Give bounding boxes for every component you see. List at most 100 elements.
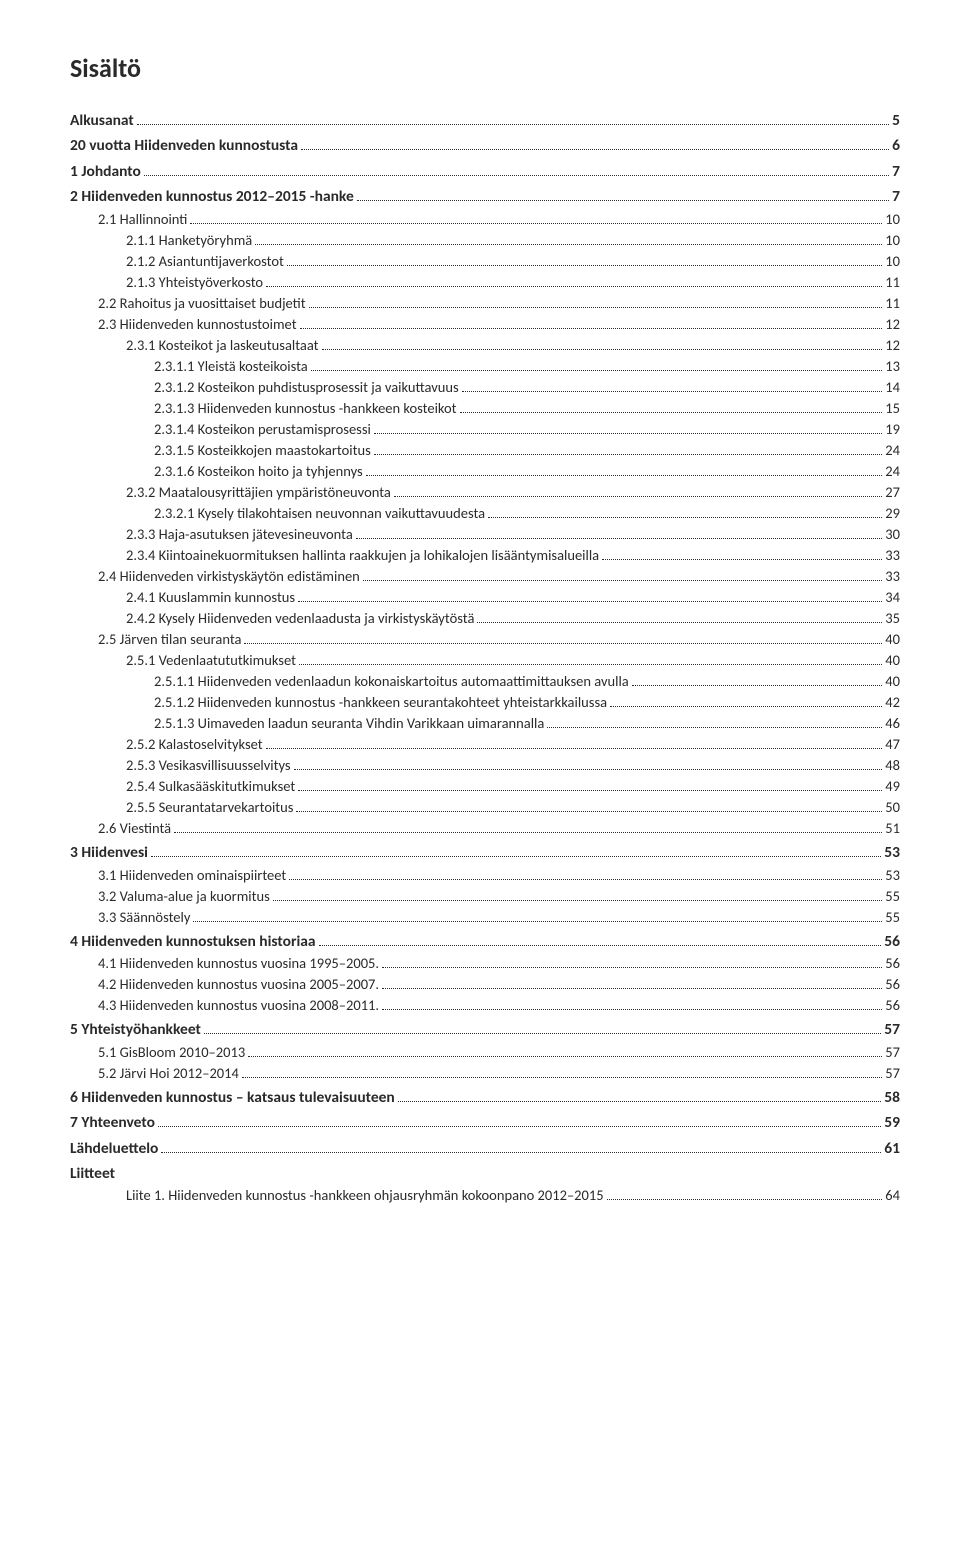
toc-entry-page: 5 <box>892 110 900 132</box>
toc-entry-page: 50 <box>885 797 900 818</box>
toc-entry-label: 5 Yhteistyöhankkeet <box>70 1019 201 1041</box>
toc-entry-page: 57 <box>885 1063 900 1084</box>
toc-leader-dots <box>289 879 882 880</box>
toc-leader-dots <box>137 124 889 125</box>
toc-leader-dots <box>158 1126 881 1127</box>
toc-entry-label: 2.4.2 Kysely Hiidenveden vedenlaadusta j… <box>126 608 474 629</box>
toc-entry: 5.1 GisBloom 2010–201357 <box>70 1042 900 1063</box>
toc-entry-label: 4.1 Hiidenveden kunnostus vuosina 1995–2… <box>98 953 379 974</box>
toc-entry-label: 4.3 Hiidenveden kunnostus vuosina 2008–2… <box>98 995 379 1016</box>
toc-entry-page: 42 <box>885 692 900 713</box>
toc-leader-dots <box>374 454 883 455</box>
toc-entry-page: 35 <box>885 608 900 629</box>
toc-entry-page: 55 <box>885 886 900 907</box>
toc-entry-label: 3.2 Valuma-alue ja kuormitus <box>98 886 270 907</box>
toc-entry: 3.2 Valuma-alue ja kuormitus 55 <box>70 886 900 907</box>
toc-entry-page: 27 <box>885 482 900 503</box>
toc-entry-page: 12 <box>885 335 900 356</box>
toc-entry: 2.5.1.2 Hiidenveden kunnostus -hankkeen … <box>70 692 900 713</box>
toc-entry-page: 56 <box>885 953 900 974</box>
toc-entry-label: 20 vuotta Hiidenveden kunnostusta <box>70 135 298 157</box>
toc-leader-dots <box>309 307 883 308</box>
toc-leader-dots <box>374 433 882 434</box>
toc-entry-page: 58 <box>884 1087 900 1109</box>
toc-entry-label: 2.3.3 Haja-asutuksen jätevesineuvonta <box>126 524 353 545</box>
toc-entry: 2.3.1.1 Yleistä kosteikoista13 <box>70 356 900 377</box>
toc-leader-dots <box>460 412 883 413</box>
toc-leader-dots <box>363 580 883 581</box>
toc-entry: 2.5 Järven tilan seuranta 40 <box>70 629 900 650</box>
toc-leader-dots <box>311 370 883 371</box>
toc-entry-page: 7 <box>892 161 900 183</box>
toc-entry-label: 2.5.1.2 Hiidenveden kunnostus -hankkeen … <box>154 692 607 713</box>
toc-leader-dots <box>462 391 883 392</box>
toc-entry-label: 5.1 GisBloom 2010–2013 <box>98 1042 245 1063</box>
toc-leader-dots <box>248 1056 882 1057</box>
toc-entry-page: 48 <box>885 755 900 776</box>
toc-entry-page: 10 <box>885 230 900 251</box>
toc-entry: 3.1 Hiidenveden ominaispiirteet53 <box>70 865 900 886</box>
toc-entry-label: 2.1 Hallinnointi <box>98 209 187 230</box>
toc-entry-page: 46 <box>885 713 900 734</box>
toc-leader-dots <box>273 900 883 901</box>
toc-leader-dots <box>610 706 882 707</box>
toc-entry-page: 56 <box>885 995 900 1016</box>
toc-entry-label: 2.5.1.3 Uimaveden laadun seuranta Vihdin… <box>154 713 544 734</box>
toc-entry: 2.3.2 Maatalousyrittäjien ympäristöneuvo… <box>70 482 900 503</box>
toc-leader-dots <box>151 856 881 857</box>
toc-entry-label: 2.2 Rahoitus ja vuosittaiset budjetit <box>98 293 306 314</box>
toc-entry: 7 Yhteenveto59 <box>70 1112 900 1134</box>
toc-entry: 20 vuotta Hiidenveden kunnostusta 6 <box>70 135 900 157</box>
toc-entry-page: 40 <box>885 671 900 692</box>
toc-entry-page: 40 <box>885 629 900 650</box>
toc-entry-label: 3 Hiidenvesi <box>70 842 148 864</box>
toc-entry-label: 2.3.1.5 Kosteikkojen maastokartoitus <box>154 440 371 461</box>
toc-entry: 2.3.1 Kosteikot ja laskeutusaltaat12 <box>70 335 900 356</box>
toc-entry-label: Lähdeluettelo <box>70 1138 158 1160</box>
toc-entry-label: 2.3.2.1 Kysely tilakohtaisen neuvonnan v… <box>154 503 485 524</box>
toc-leader-dots <box>398 1101 882 1102</box>
toc-entry-page: 10 <box>885 251 900 272</box>
toc-leader-dots <box>382 988 882 989</box>
toc-leader-dots <box>366 475 883 476</box>
toc-entry-label: 2.6 Viestintä <box>98 818 171 839</box>
toc-entry-label: 2.5.1.1 Hiidenveden vedenlaadun kokonais… <box>154 671 629 692</box>
toc-leader-dots <box>632 685 883 686</box>
toc-entry-label: 2.4.1 Kuuslammin kunnostus <box>126 587 295 608</box>
toc-entry-page: 6 <box>892 135 900 157</box>
toc-entry-label: 3.3 Säännöstely <box>98 907 190 928</box>
toc-entry-label: 2.3.1.2 Kosteikon puhdistusprosessit ja … <box>154 377 459 398</box>
toc-leader-dots <box>301 149 889 150</box>
toc-entry-label: 6 Hiidenveden kunnostus – katsaus tuleva… <box>70 1087 395 1109</box>
toc-entry-label: 2.5.5 Seurantatarvekartoitus <box>126 797 293 818</box>
toc-entry-label: 2.3.1.4 Kosteikon perustamisprosessi <box>154 419 371 440</box>
toc-entry-page: 40 <box>885 650 900 671</box>
toc-entry: 2.6 Viestintä51 <box>70 818 900 839</box>
toc-entry-page: 12 <box>885 314 900 335</box>
toc-entry-label: 2.5 Järven tilan seuranta <box>98 629 241 650</box>
toc-leader-dots <box>287 265 882 266</box>
toc-entry: 2.1.1 Hanketyöryhmä10 <box>70 230 900 251</box>
toc-entry: 1 Johdanto7 <box>70 161 900 183</box>
toc-entry-label: 2.5.1 Vedenlaatututkimukset <box>126 650 296 671</box>
toc-leader-dots <box>488 517 882 518</box>
toc-entry-page: 24 <box>885 461 900 482</box>
toc-entry-page: 64 <box>885 1185 900 1206</box>
toc-entry-label: 4.2 Hiidenveden kunnostus vuosina 2005–2… <box>98 974 379 995</box>
toc-entry-label: 2.3.2 Maatalousyrittäjien ympäristöneuvo… <box>126 482 391 503</box>
toc-entry-page: 56 <box>885 974 900 995</box>
toc-entry: 2.5.1.3 Uimaveden laadun seuranta Vihdin… <box>70 713 900 734</box>
toc-entry-page: 19 <box>885 419 900 440</box>
toc-entry: 2.3.3 Haja-asutuksen jätevesineuvonta30 <box>70 524 900 545</box>
toc-entry-page: 14 <box>885 377 900 398</box>
toc-entry: Alkusanat5 <box>70 110 900 132</box>
toc-entry: Lähdeluettelo61 <box>70 1138 900 1160</box>
toc-entry-label: 2.3.4 Kiintoainekuormituksen hallinta ra… <box>126 545 599 566</box>
toc-leader-dots <box>296 811 882 812</box>
toc-entry: 5.2 Järvi Hoi 2012–201457 <box>70 1063 900 1084</box>
toc-entry: 2.5.4 Sulkasääskitutkimukset49 <box>70 776 900 797</box>
toc-entry-label: 2 Hiidenveden kunnostus 2012–2015 -hanke <box>70 186 354 208</box>
toc-entry-label: 7 Yhteenveto <box>70 1112 155 1134</box>
toc-entry-label: 2.1.2 Asiantuntijaverkostot <box>126 251 284 272</box>
toc-entry-page: 29 <box>885 503 900 524</box>
